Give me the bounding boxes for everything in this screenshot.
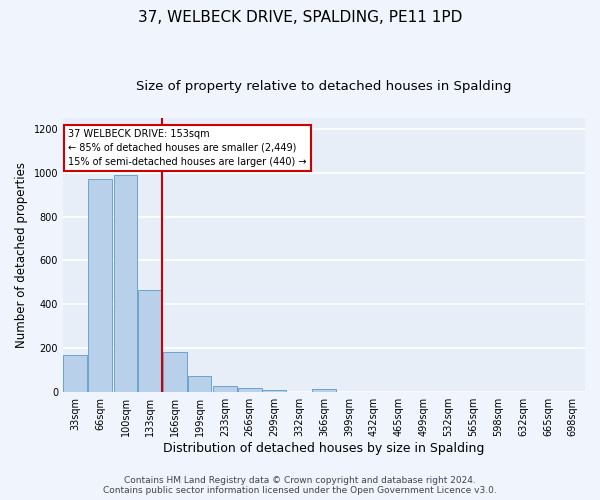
- Bar: [188, 376, 211, 392]
- Bar: [313, 390, 337, 392]
- Title: Size of property relative to detached houses in Spalding: Size of property relative to detached ho…: [136, 80, 512, 93]
- Bar: [213, 386, 237, 392]
- Bar: [262, 390, 286, 392]
- Bar: [138, 290, 162, 392]
- Text: Contains HM Land Registry data © Crown copyright and database right 2024.
Contai: Contains HM Land Registry data © Crown c…: [103, 476, 497, 495]
- Bar: [163, 352, 187, 392]
- Bar: [88, 180, 112, 392]
- Text: 37 WELBECK DRIVE: 153sqm
← 85% of detached houses are smaller (2,449)
15% of sem: 37 WELBECK DRIVE: 153sqm ← 85% of detach…: [68, 129, 307, 167]
- Text: 37, WELBECK DRIVE, SPALDING, PE11 1PD: 37, WELBECK DRIVE, SPALDING, PE11 1PD: [138, 10, 462, 25]
- Y-axis label: Number of detached properties: Number of detached properties: [15, 162, 28, 348]
- Bar: [64, 355, 88, 392]
- Bar: [113, 175, 137, 392]
- Bar: [238, 388, 262, 392]
- X-axis label: Distribution of detached houses by size in Spalding: Distribution of detached houses by size …: [163, 442, 485, 455]
